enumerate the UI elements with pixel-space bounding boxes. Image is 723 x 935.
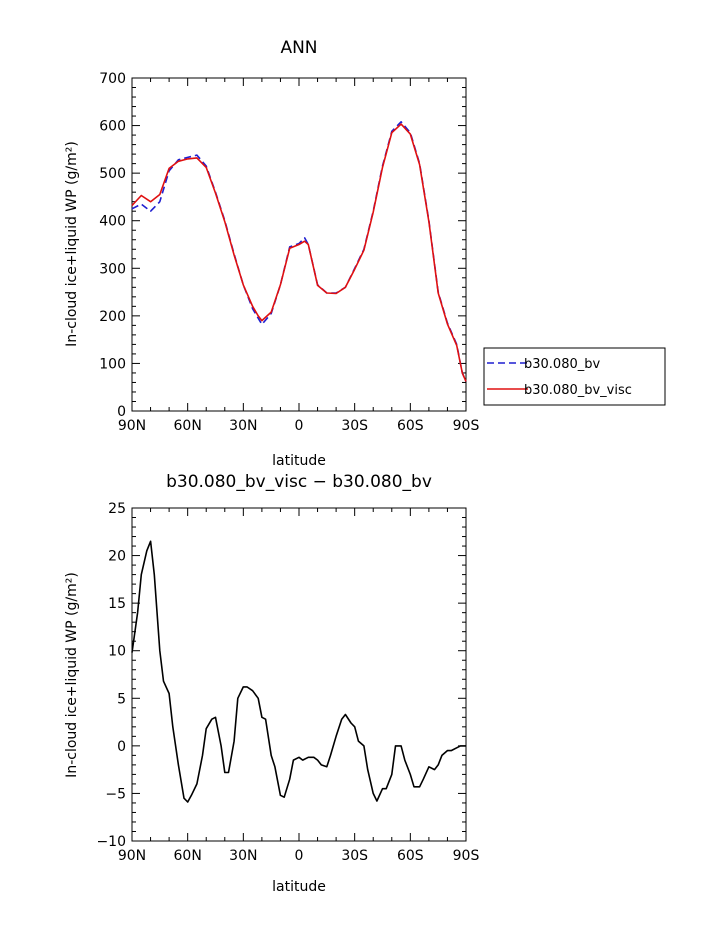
y-tick-label: 100 bbox=[99, 356, 126, 372]
y-tick-label: −5 bbox=[105, 786, 126, 802]
x-tick-label: 30S bbox=[341, 418, 368, 434]
legend-label-b30-080-bv: b30.080_bv bbox=[524, 357, 600, 372]
legend-label-b30-080-bv-visc: b30.080_bv_visc bbox=[524, 383, 632, 398]
y-tick-label: 0 bbox=[117, 739, 126, 755]
bottom-series-group bbox=[131, 540, 466, 803]
y-tick-label: 0 bbox=[117, 404, 126, 420]
top-series-group bbox=[131, 121, 467, 382]
bottom-panel: b30.080_bv_visc − b30.080_bv 90N 60N 30N 0 3… bbox=[64, 472, 479, 895]
x-tick-label: 90N bbox=[118, 418, 146, 434]
y-tick-label: −10 bbox=[96, 834, 126, 850]
y-tick-label: 700 bbox=[99, 71, 126, 87]
bottom-x-axis-label: latitude bbox=[272, 879, 326, 895]
x-tick-label: 60S bbox=[397, 418, 424, 434]
y-tick-label: 25 bbox=[108, 501, 126, 517]
x-tick-label: 60N bbox=[174, 848, 202, 864]
x-tick-label: 60N bbox=[174, 418, 202, 434]
bottom-axis-ticks: 90N 60N 30N 0 30S 60S 90S −10 −5 0 5 10 15 20 25 bbox=[96, 501, 479, 864]
top-panel-title: ANN bbox=[280, 38, 317, 58]
y-tick-label: 10 bbox=[108, 644, 126, 660]
x-tick-label: 30N bbox=[229, 418, 257, 434]
x-tick-label: 90S bbox=[453, 848, 480, 864]
x-tick-label: 30N bbox=[229, 848, 257, 864]
top-axis-ticks: 90N 60N 30N 0 30S 60S 90S 0 100 200 300 400 500 600 70… bbox=[99, 71, 479, 434]
top-x-axis-label: latitude bbox=[272, 453, 326, 469]
x-tick-label: 60S bbox=[397, 848, 424, 864]
y-tick-label: 600 bbox=[99, 119, 126, 135]
legend-box bbox=[483, 347, 666, 406]
top-y-axis-label: In-cloud ice+liquid WP (g/m²) bbox=[64, 141, 80, 347]
bottom-y-axis-label: In-cloud ice+liquid WP (g/m²) bbox=[64, 572, 80, 778]
x-tick-label: 90S bbox=[453, 418, 480, 434]
y-tick-label: 200 bbox=[99, 309, 126, 325]
y-tick-label: 5 bbox=[117, 691, 126, 707]
legend: b30.080_bv b30.080_bv_visc bbox=[483, 347, 666, 406]
bottom-panel-title: b30.080_bv_visc − b30.080_bv bbox=[166, 472, 432, 492]
x-tick-label: 90N bbox=[118, 848, 146, 864]
x-tick-label: 0 bbox=[295, 848, 304, 864]
x-tick-label: 0 bbox=[295, 418, 304, 434]
series-line-difference bbox=[131, 540, 466, 803]
x-tick-label: 30S bbox=[341, 848, 368, 864]
y-tick-label: 300 bbox=[99, 261, 126, 277]
y-tick-label: 20 bbox=[108, 549, 126, 565]
series-line-b30-080-bv-visc bbox=[131, 123, 467, 382]
y-tick-label: 500 bbox=[99, 166, 126, 182]
y-tick-label: 400 bbox=[99, 214, 126, 230]
top-panel: ANN 90N 60N 30N 0 30S 60S 90S 0 100 200 300 400 500 6… bbox=[64, 38, 666, 469]
y-tick-label: 15 bbox=[108, 596, 126, 612]
